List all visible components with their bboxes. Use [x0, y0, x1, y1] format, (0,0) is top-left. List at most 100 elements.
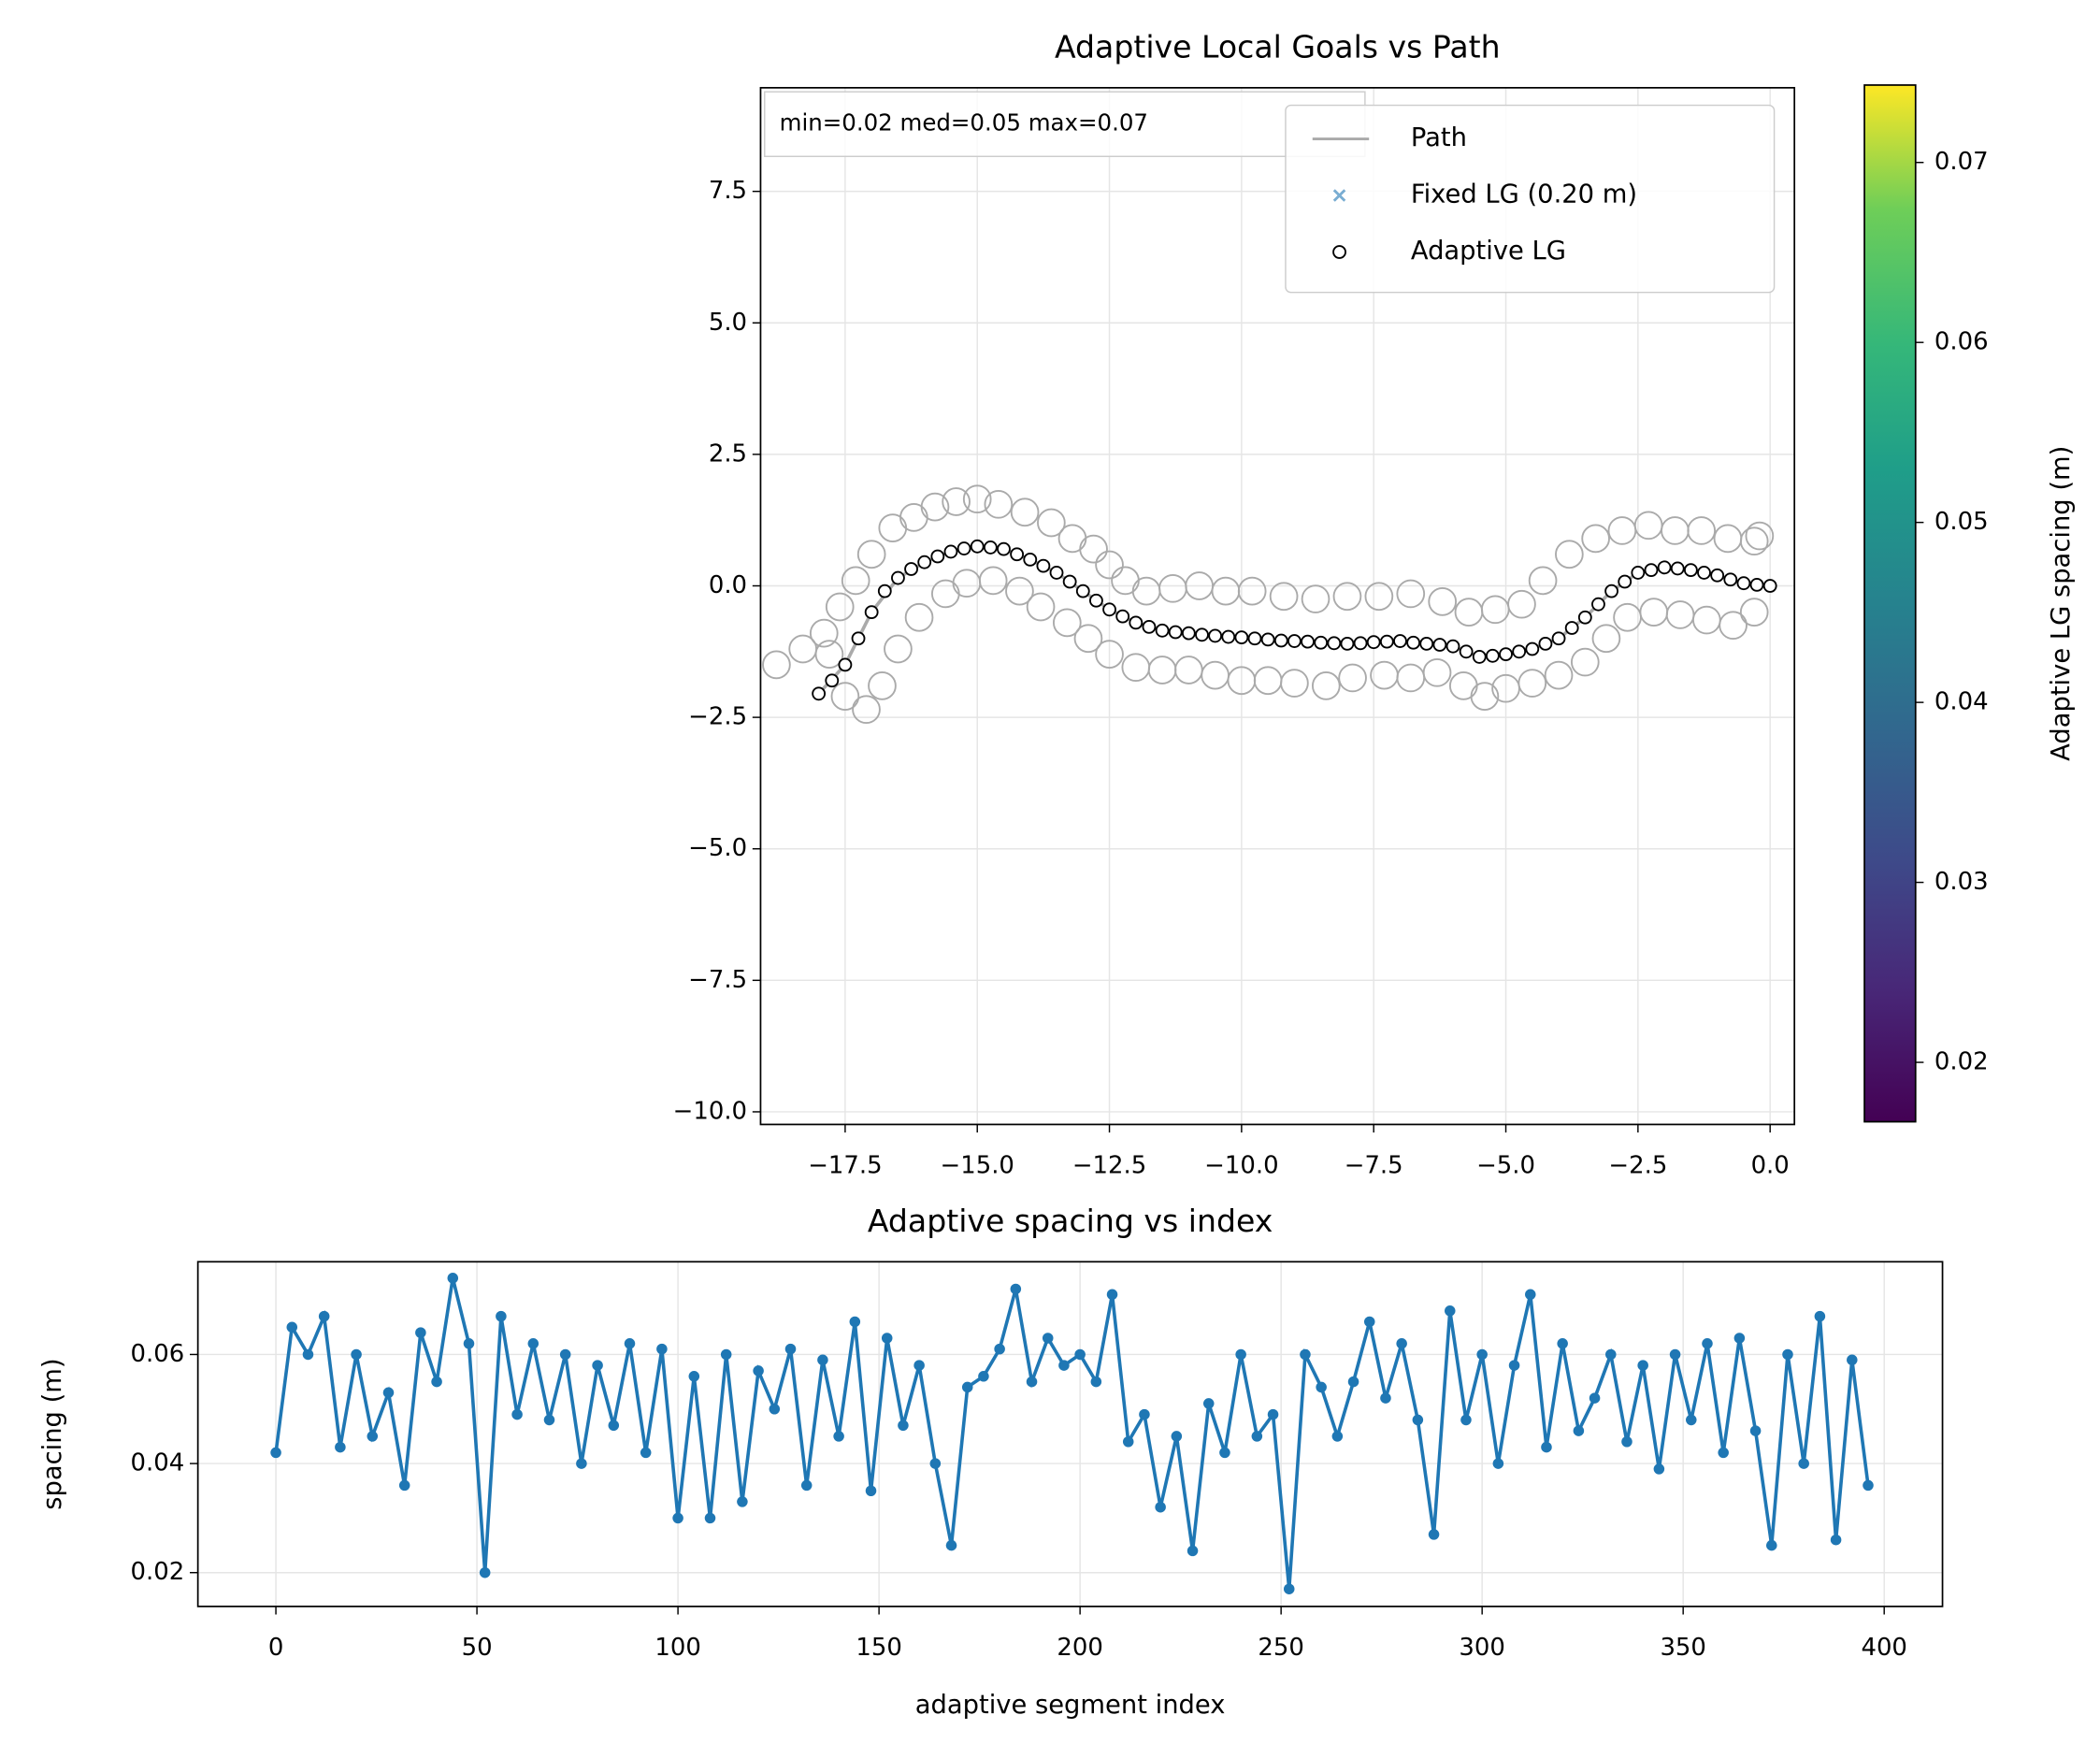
data-point [838, 657, 853, 672]
data-point [1591, 597, 1605, 612]
data-point [1459, 644, 1474, 659]
data-point [994, 1343, 1005, 1355]
colorbar-tick-label: 0.02 [1935, 1048, 1989, 1076]
data-point [1577, 610, 1592, 625]
data-point [1762, 579, 1777, 593]
data-point [1221, 629, 1236, 644]
data-point [1052, 608, 1082, 638]
data-point [1736, 576, 1751, 591]
data-point [978, 566, 1008, 596]
data-point [841, 566, 870, 596]
x-tick-label: 350 [1660, 1634, 1705, 1662]
data-point [1512, 644, 1527, 659]
data-point [1719, 611, 1748, 641]
data-point [1269, 582, 1299, 612]
data-point [624, 1338, 636, 1349]
data-point [1058, 1360, 1070, 1371]
data-point [983, 540, 998, 555]
data-point [1301, 634, 1315, 649]
data-point [1106, 1289, 1118, 1301]
data-point [812, 686, 827, 701]
data-point [1366, 635, 1381, 650]
data-point [1745, 521, 1775, 551]
data-point [367, 1431, 379, 1442]
data-point [877, 584, 892, 598]
data-point [688, 1371, 700, 1382]
data-point [1300, 1348, 1311, 1361]
data-point [1283, 1583, 1295, 1594]
data-point [270, 1447, 281, 1459]
colorbar-tick-label: 0.04 [1935, 688, 1989, 716]
data-point [559, 1348, 571, 1361]
series-line [274, 1277, 1870, 1590]
data-point [830, 682, 860, 711]
data-point [1090, 1376, 1102, 1388]
data-point [1089, 593, 1103, 608]
data-point [1406, 635, 1421, 650]
data-point [1591, 624, 1621, 654]
data-point [1267, 1408, 1279, 1420]
data-point [930, 549, 945, 564]
data-point [608, 1420, 620, 1432]
data-point [904, 602, 934, 632]
data-point [1010, 547, 1025, 562]
data-point [1287, 634, 1302, 648]
data-point [1422, 657, 1452, 687]
data-point [1564, 621, 1579, 635]
colorbar-tick-label: 0.06 [1935, 328, 1989, 356]
legend-swatch [1332, 189, 1346, 202]
data-point [1507, 589, 1536, 619]
data-point [898, 1420, 909, 1432]
data-point [1419, 636, 1434, 651]
data-point [1557, 1338, 1568, 1349]
data-point [753, 1365, 764, 1376]
y-tick-label: 7.5 [709, 177, 747, 205]
data-point [302, 1348, 314, 1361]
data-point [1247, 631, 1262, 646]
data-point [1470, 682, 1500, 711]
data-point [1538, 636, 1553, 651]
data-point [704, 1512, 716, 1524]
data-point [1544, 660, 1574, 690]
data-point [1670, 561, 1685, 576]
y-tick-label: −10.0 [673, 1097, 747, 1125]
data-point [1010, 497, 1040, 527]
data-point [1074, 1348, 1086, 1361]
data-point [1340, 636, 1355, 651]
data-point [1235, 1348, 1246, 1361]
data-point [1499, 647, 1513, 662]
data-point [1492, 1458, 1504, 1469]
data-point [1749, 577, 1764, 592]
data-point [1202, 1398, 1215, 1409]
data-point [864, 605, 879, 620]
data-point [415, 1327, 426, 1338]
x-tick-label: 300 [1459, 1634, 1504, 1662]
data-point [970, 539, 985, 554]
data-point [849, 1316, 861, 1328]
data-point [1432, 638, 1447, 652]
data-point [929, 1458, 942, 1469]
data-point [891, 570, 905, 585]
data-point [1005, 576, 1034, 606]
data-point [1219, 1447, 1230, 1459]
data-point [720, 1348, 732, 1361]
y-axis-label: spacing (m) [38, 1358, 67, 1509]
data-point [543, 1414, 555, 1426]
data-point [1311, 671, 1341, 700]
data-point [904, 562, 918, 576]
colorbar-label: Adaptive LG spacing (m) [2047, 446, 2076, 761]
data-point [1618, 574, 1633, 589]
data-point [1830, 1534, 1842, 1546]
x-tick-label: 100 [654, 1634, 700, 1662]
data-point [868, 671, 897, 700]
data-point [1379, 634, 1394, 649]
data-point [1445, 1305, 1456, 1317]
data-point [1347, 1376, 1359, 1388]
data-point [1657, 560, 1672, 575]
data-point [1155, 623, 1170, 638]
data-point [1155, 1501, 1166, 1513]
data-point [1115, 609, 1130, 624]
data-point [945, 1539, 957, 1551]
y-tick-label: −2.5 [688, 703, 747, 731]
data-point [825, 673, 840, 688]
